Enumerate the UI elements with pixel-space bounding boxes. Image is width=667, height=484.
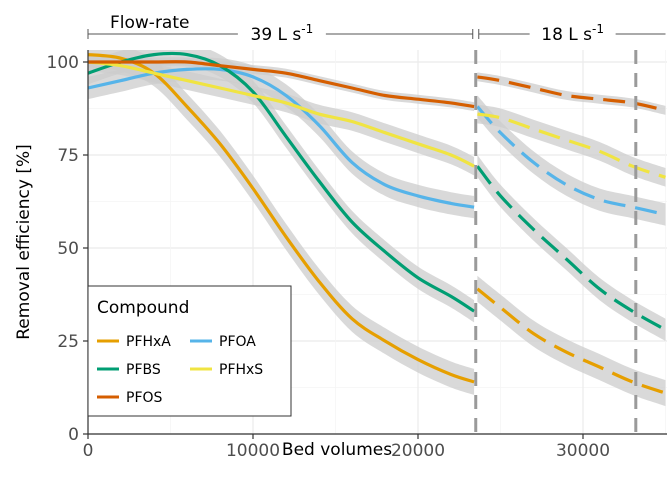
flow-rate-value: 39 L s-1 (251, 22, 314, 45)
x-tick-label: 0 (83, 441, 94, 461)
y-tick-label: 100 (47, 53, 79, 73)
line-pfoa-phase2 (476, 105, 666, 217)
y-tick-label: 75 (57, 146, 79, 166)
line-pfbs-phase2 (476, 165, 667, 332)
x-axis-title: Bed volumes (282, 440, 392, 460)
x-tick-label: 20000 (391, 441, 445, 461)
line-pfbs-phase1 (88, 51, 475, 313)
y-tick-label: 25 (57, 332, 79, 352)
x-tick-label: 10000 (226, 441, 280, 461)
flow-rate-label: Flow-rate (110, 13, 189, 33)
legend-label-pfos: PFOS (126, 390, 163, 406)
line-pfhxs-phase1 (88, 60, 475, 168)
band-pfos (88, 57, 475, 112)
y-axis-title: Removal efficiency [%] (14, 144, 34, 340)
flow-change-lines (474, 50, 638, 434)
series-lines (88, 51, 667, 395)
band-pfbs (88, 50, 475, 323)
y-tick-label: 50 (57, 239, 79, 259)
legend-label-pfoa: PFOA (219, 334, 256, 350)
band-pfos (477, 72, 666, 115)
band-pfhxa (477, 275, 666, 407)
legend-label-pfbs: PFBS (126, 362, 161, 378)
flow-rate-annotation: Flow-rate 39 L s-1 18 L s-1 (87, 13, 666, 45)
band-pfhxs (88, 52, 475, 176)
legend: Compound PFHxA PFOA PFBS PFHxS PFOS (87, 285, 292, 417)
confidence-bands (88, 50, 666, 407)
y-tick-label: 0 (68, 425, 79, 445)
flow-rate-value: 18 L s-1 (541, 22, 604, 45)
legend-label-pfhxs: PFHxS (219, 362, 263, 378)
line-pfos-phase1 (88, 60, 475, 109)
line-pfhxa-phase2 (476, 287, 667, 395)
band-pfoa (477, 95, 666, 226)
line-pfhxs-phase2 (477, 112, 666, 179)
legend-title: Compound (97, 298, 189, 318)
legend-box (87, 285, 292, 417)
legend-label-pfhxa: PFHxA (126, 334, 171, 350)
band-pfoa (88, 57, 475, 219)
axes: 0 25 50 75 100 0 10000 20000 30000 (47, 50, 667, 461)
band-pfhxa (88, 50, 475, 395)
band-pfbs (477, 155, 666, 341)
x-tick-label: 30000 (556, 441, 610, 461)
